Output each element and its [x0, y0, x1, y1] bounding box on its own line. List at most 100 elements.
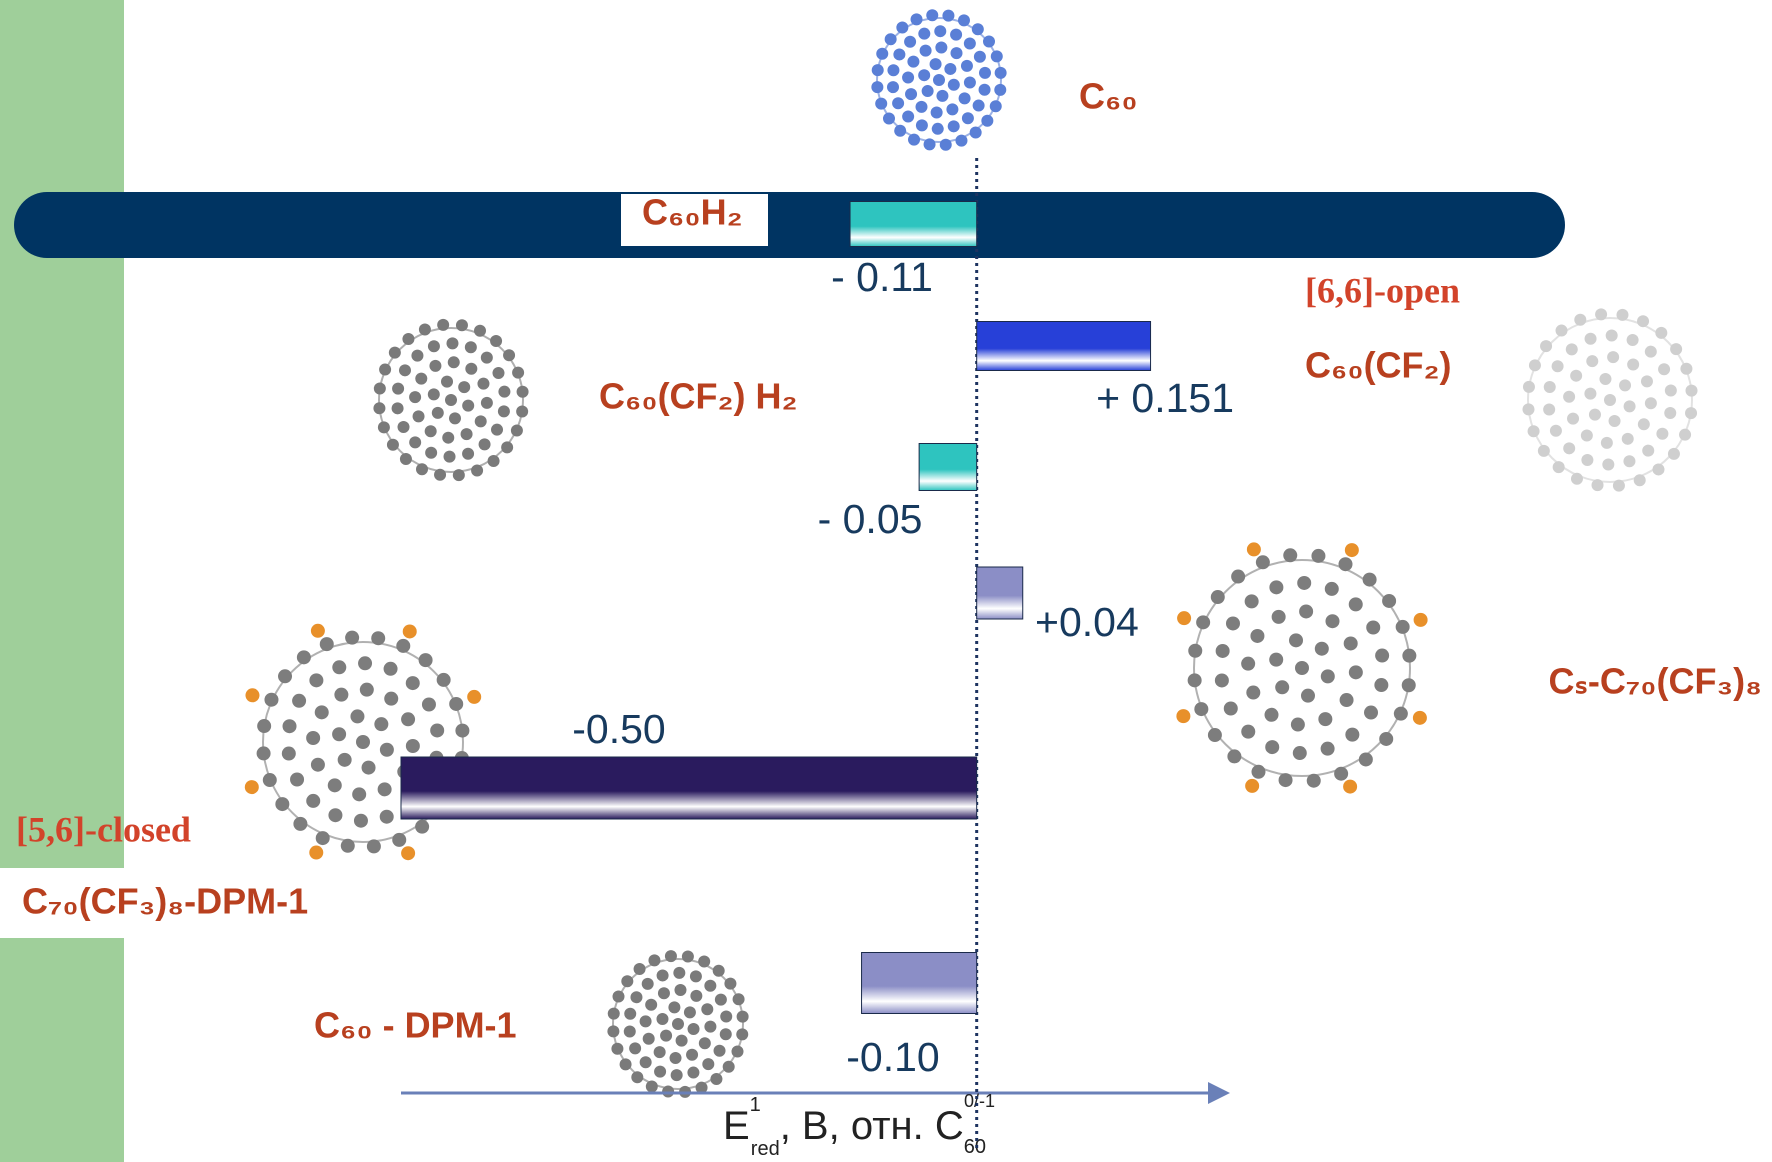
atom — [875, 97, 888, 110]
atom — [905, 88, 918, 101]
atom — [994, 83, 1007, 96]
atom — [306, 793, 321, 808]
atom — [401, 846, 416, 861]
atom — [388, 346, 401, 359]
atom — [244, 780, 259, 795]
molecule — [612, 958, 744, 1090]
atom — [1680, 362, 1693, 375]
atom — [978, 66, 991, 79]
atom — [1278, 773, 1293, 788]
label-part: 60 — [964, 1136, 986, 1158]
atom — [1271, 609, 1286, 624]
atom — [1393, 706, 1408, 721]
atom — [1320, 669, 1335, 684]
atom — [1343, 779, 1358, 794]
bar — [918, 443, 978, 491]
atom — [670, 1069, 683, 1082]
molecule — [1193, 559, 1411, 777]
atom — [245, 688, 260, 703]
atom — [1626, 333, 1639, 346]
atom — [950, 28, 963, 41]
atom — [401, 712, 416, 727]
atom — [314, 705, 329, 720]
atom — [1311, 548, 1326, 563]
atom — [379, 363, 392, 376]
atom — [1345, 727, 1360, 742]
atom — [1537, 444, 1550, 457]
atom — [887, 81, 900, 94]
label-backdrop — [0, 868, 340, 938]
atom — [386, 438, 399, 451]
atom — [1555, 324, 1568, 337]
atom — [681, 950, 694, 963]
atom — [1264, 707, 1279, 722]
atom — [256, 746, 271, 761]
atom — [358, 656, 373, 671]
label-backdrop — [621, 194, 768, 246]
category-label: Cₛ-C₇₀(CF₃)₈ — [1548, 661, 1762, 702]
atom — [503, 349, 516, 362]
atom — [907, 55, 920, 68]
atom — [429, 359, 442, 372]
atom — [961, 112, 974, 125]
atom — [736, 1028, 749, 1041]
atom — [972, 99, 985, 112]
atom — [1522, 403, 1535, 416]
atom — [1563, 390, 1576, 403]
atom — [1227, 749, 1242, 764]
atom — [345, 630, 360, 645]
atom — [695, 1081, 708, 1094]
atom — [710, 1073, 723, 1086]
atom — [918, 27, 931, 40]
atom — [465, 362, 478, 375]
atom — [361, 760, 376, 775]
atom — [633, 962, 646, 975]
atom — [1581, 454, 1594, 467]
atom — [397, 420, 410, 433]
atom — [919, 44, 932, 57]
atom — [631, 1071, 644, 1084]
atom — [1177, 611, 1192, 626]
atom — [639, 1015, 652, 1028]
atom — [978, 83, 991, 96]
atom — [424, 425, 437, 438]
atom — [1652, 463, 1665, 476]
atom — [989, 100, 1002, 113]
atom — [332, 727, 347, 742]
atom — [1627, 358, 1640, 371]
label-part: E — [723, 1104, 750, 1148]
atom — [645, 1080, 658, 1093]
atom — [383, 661, 398, 676]
atom — [1612, 479, 1625, 492]
atom — [443, 450, 456, 463]
atom — [1633, 474, 1646, 487]
atom — [310, 757, 325, 772]
atom — [487, 454, 500, 467]
molecule — [262, 641, 464, 843]
atom — [994, 66, 1007, 79]
atom — [462, 399, 475, 412]
atom — [1595, 308, 1608, 321]
atom — [409, 436, 422, 449]
atom — [662, 1085, 675, 1098]
atom — [607, 1007, 620, 1020]
atom — [673, 966, 686, 979]
atom — [942, 9, 955, 22]
atom — [1563, 442, 1576, 455]
atom — [686, 1048, 699, 1061]
atom — [377, 421, 390, 434]
atom — [373, 402, 386, 415]
atom — [377, 782, 392, 797]
atom — [701, 1003, 714, 1016]
atom — [722, 1060, 735, 1073]
atom — [1574, 313, 1587, 326]
atom — [664, 950, 677, 963]
atom — [425, 446, 438, 459]
atom — [474, 415, 487, 428]
atom — [1320, 741, 1335, 756]
atom — [373, 382, 386, 395]
label-part: 1 — [750, 1094, 761, 1116]
atom — [641, 977, 654, 990]
atom — [939, 138, 952, 151]
